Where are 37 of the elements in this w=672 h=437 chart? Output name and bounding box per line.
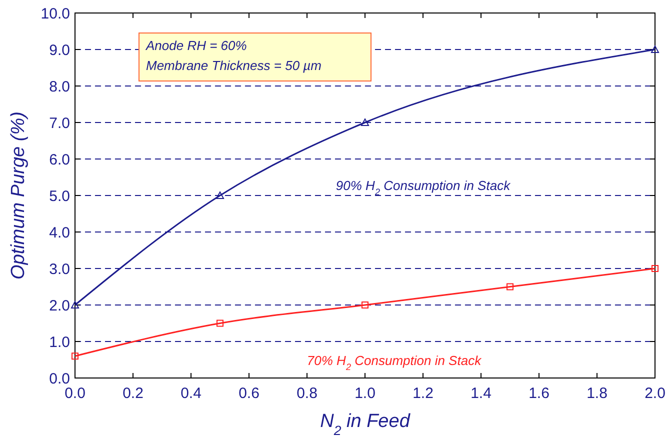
y-tick-label: 7.0 [49,114,70,132]
x-axis-title: N$_{2}$ in Feed [320,411,412,437]
y-axis-title: Optimum Purge (%) [8,112,29,280]
point [72,352,78,360]
y-tick-label: 6.0 [49,151,70,168]
x-tick-label: 1.2 [412,385,434,402]
y-tick-label: 9.0 [49,42,70,59]
point [506,283,514,290]
text: 90% H$_{2}$ Consumption in Stack [336,178,512,198]
annotation: Anode RH = 60% [145,38,247,53]
x-tick-label: 0.0 [64,385,86,402]
point [361,118,369,126]
y-tick-label: 0.0 [49,370,70,388]
x-tick-label: 0.6 [238,385,260,402]
x-tick-label: 1.4 [470,385,492,402]
y-tick-label: 10.0 [40,5,70,22]
x-tick-label: 1.0 [354,385,376,402]
point [71,301,79,308]
y-tick-label: 1.0 [49,334,70,351]
x-tick-label: 2.0 [644,385,666,402]
y-tick-label: 2.0 [49,297,70,314]
y-tick-label: 8.0 [49,78,70,96]
point [216,320,224,327]
x-tick-label: 1.8 [586,385,608,402]
y-tick-label: 3.0 [49,260,70,278]
point [362,302,368,308]
x-tick-label: 1.6 [528,385,550,402]
x-tick-label: 0.2 [122,385,144,402]
y-tick-label: 5.0 [49,188,70,205]
x-tick-label: 0.4 [180,385,202,402]
text: 70% H$_{2}$ Consumption in Stack [306,353,483,372]
point [651,46,659,53]
annotation: Membrane Thickness = 50 µm [146,58,322,73]
x-tick-label: 0.8 [296,385,318,402]
point [216,192,224,199]
point [652,265,658,272]
y-tick-label: 4.0 [49,224,70,242]
